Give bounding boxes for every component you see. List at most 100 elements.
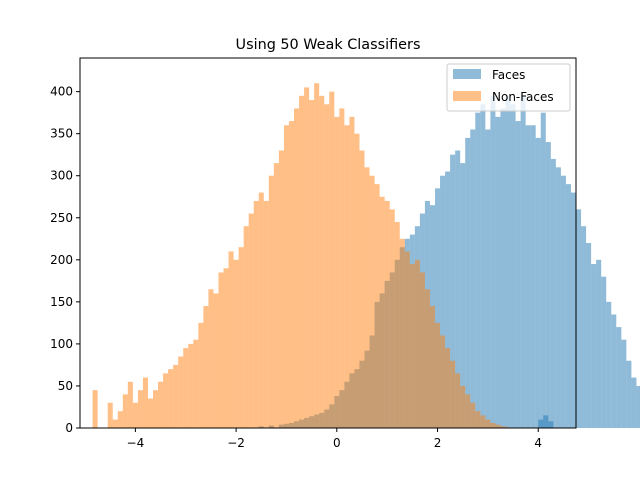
histogram-bar	[576, 209, 582, 428]
legend-swatch-non-faces	[453, 91, 481, 101]
histogram-bar	[339, 108, 345, 428]
histogram-bar	[555, 167, 561, 428]
histogram-bar	[535, 137, 541, 428]
histogram-bar	[127, 381, 133, 428]
histogram-bar	[248, 213, 254, 428]
histogram-bar	[435, 322, 441, 428]
histogram-bar	[445, 171, 451, 428]
x-axis-ticks: −4 −2 0 2 4	[127, 428, 542, 450]
x-tick-label: −4	[127, 436, 145, 450]
histogram-bar	[490, 422, 496, 428]
histogram-bar	[621, 339, 627, 428]
histogram-bar	[611, 314, 617, 428]
histogram-bar	[581, 226, 587, 428]
chart-title: Using 50 Weak Classifiers	[236, 37, 421, 53]
histogram-bar	[510, 104, 516, 428]
histogram-bar	[465, 394, 471, 428]
x-tick-label: −2	[227, 436, 245, 450]
histogram-bar	[329, 91, 335, 428]
histogram-bar	[500, 426, 506, 428]
y-tick-label: 100	[50, 337, 73, 351]
histogram-bar	[173, 364, 179, 428]
histogram-bar	[565, 184, 571, 428]
histogram-bar	[314, 83, 320, 428]
histogram-bar	[560, 175, 566, 428]
y-axis-ticks: 0 50 100 150 200 250 300 350 400	[50, 85, 80, 435]
histogram-bar	[440, 175, 446, 428]
histogram-bar	[490, 95, 496, 428]
histogram-bar	[419, 272, 425, 428]
histogram-bar	[538, 419, 544, 428]
histogram-bar	[273, 163, 279, 429]
histogram-bar	[228, 251, 234, 428]
histogram-bar	[475, 112, 481, 428]
histogram-bar	[92, 390, 98, 428]
histogram-bar	[147, 398, 154, 428]
histogram-bar	[309, 100, 315, 429]
histogram-bar	[495, 424, 501, 428]
histogram-bar	[475, 411, 481, 428]
histogram-bar	[374, 184, 380, 428]
histogram-bar	[132, 402, 138, 428]
histogram-bar	[460, 385, 466, 428]
histogram-bar	[288, 121, 295, 428]
plot-frame	[79, 57, 577, 429]
histogram-bar	[137, 390, 143, 428]
histogram-bar	[183, 348, 189, 428]
y-tick-label: 50	[58, 379, 73, 393]
histogram-bar	[122, 394, 128, 428]
histogram-bar	[389, 209, 395, 428]
histogram-bar	[424, 289, 430, 428]
histogram-bar	[586, 243, 592, 428]
histogram-bar	[283, 125, 289, 429]
histogram-bar	[460, 163, 466, 429]
histogram-bar	[480, 104, 486, 428]
histogram-bar	[163, 373, 169, 428]
histogram-bar	[193, 339, 199, 428]
histogram-bar	[258, 192, 264, 428]
histogram-bar	[354, 133, 360, 428]
histogram-bar	[440, 335, 446, 428]
histogram-bar	[455, 150, 461, 428]
histogram-bar	[238, 247, 244, 428]
legend-swatch-faces	[453, 69, 481, 79]
histogram-bar	[153, 390, 159, 428]
histogram-bar	[399, 238, 405, 428]
histogram-bar	[268, 175, 274, 428]
histogram-bar	[223, 268, 229, 428]
y-tick-label: 350	[50, 127, 73, 141]
histogram-bar	[485, 129, 491, 429]
histogram-bar	[218, 272, 224, 428]
histogram-bar	[591, 264, 597, 428]
y-tick-label: 200	[50, 253, 73, 267]
histogram-bar	[233, 259, 239, 428]
histogram-bar	[636, 385, 640, 428]
histogram-bar	[344, 125, 350, 429]
legend-label-non-faces: Non-Faces	[492, 90, 554, 104]
histogram-bar	[465, 137, 471, 428]
histogram-bar	[142, 377, 148, 428]
histogram-bar	[455, 373, 461, 428]
histogram-bar	[500, 108, 506, 428]
histogram-bar	[364, 167, 370, 428]
histogram-bar	[213, 293, 219, 428]
histogram-bar	[606, 301, 612, 428]
histogram-bar	[626, 360, 632, 428]
histogram-bar	[414, 259, 420, 428]
histogram-bar	[450, 360, 456, 428]
histogram-bar	[168, 369, 174, 428]
histogram-bar	[278, 150, 284, 428]
histogram-bar	[596, 259, 602, 428]
histogram-bar	[178, 356, 184, 428]
histogram-bar	[304, 87, 310, 429]
histogram-bar	[495, 116, 501, 429]
histogram-bar	[429, 306, 436, 428]
histogram-bar	[158, 381, 164, 428]
y-tick-label: 0	[65, 421, 73, 435]
histogram-bar	[208, 289, 214, 428]
histogram-bar	[450, 154, 456, 428]
histogram-bar	[540, 112, 546, 428]
series-non-faces	[92, 83, 511, 429]
histogram-bar	[117, 411, 123, 428]
